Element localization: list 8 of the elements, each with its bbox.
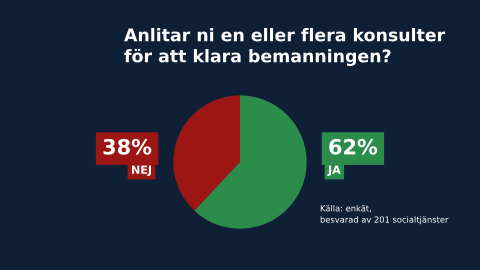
- data-label: 38%: [104, 138, 152, 155]
- pie-slice: [173, 95, 240, 211]
- chart-title: Anlitar ni en eller flera konsulter för att klara bemanningen?: [124, 28, 446, 66]
- data-label: 62%: [329, 138, 378, 155]
- slice-label: JA: [327, 166, 341, 176]
- slice-label: NEJ: [132, 166, 151, 176]
- pie-slice: [194, 95, 307, 229]
- text: Källa: enkät, besvarad av 201 socialtjänster: [320, 205, 448, 224]
